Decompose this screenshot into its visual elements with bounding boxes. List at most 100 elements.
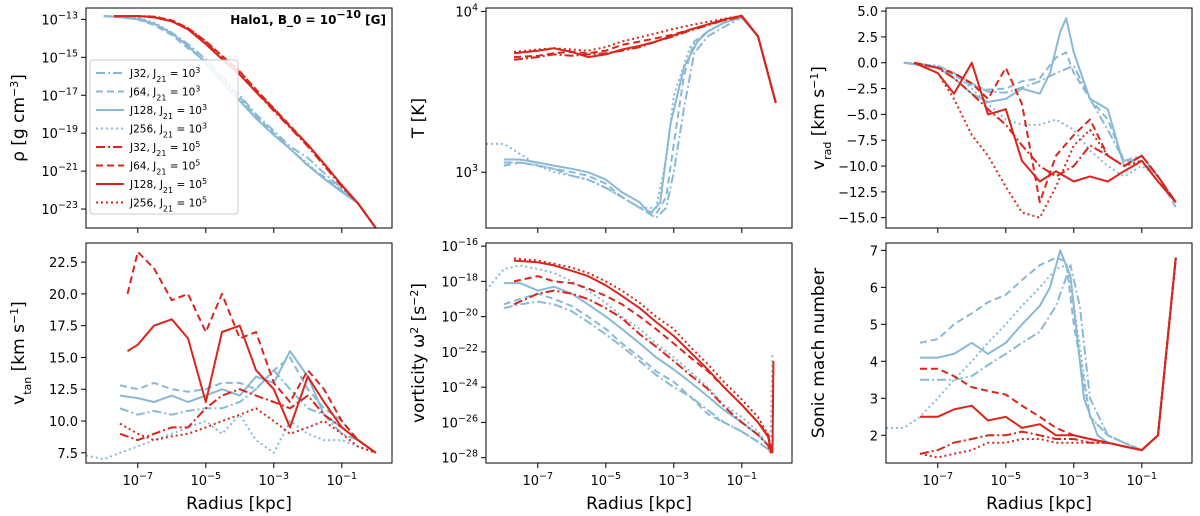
legend-entry: J256, J21 = 103	[129, 121, 207, 139]
series-line-2	[903, 17, 1177, 203]
y-tick-label: 3	[870, 392, 878, 407]
x-tick-label: 10−5	[990, 471, 1021, 489]
series-line-7	[513, 257, 774, 450]
series-line-6	[114, 15, 377, 228]
y-tick-label: 10−17	[41, 86, 78, 104]
panel-mach: 10−7 10−5 10−3 10−1 7 6 5 4 3 2 Sonic mach number R…	[809, 242, 1193, 514]
y-tick-label: 0.0	[857, 57, 878, 72]
series-group	[886, 249, 1177, 459]
series-line-7	[919, 257, 1177, 459]
y-tick-label: 22.5	[49, 256, 78, 271]
x-tick-label: 10−5	[190, 471, 221, 489]
y-tick-label: 2.5	[857, 31, 878, 46]
series-line-3	[886, 257, 1177, 452]
axes-frame	[85, 7, 393, 229]
series-line-1	[503, 292, 774, 454]
y-tick-label: 10−16	[441, 237, 478, 255]
y-axis-label: vtan [km s−1]	[8, 301, 34, 405]
y-tick-label: 4	[870, 355, 878, 370]
series-line-3	[103, 15, 377, 228]
y-tick-label: 10−19	[41, 124, 78, 142]
series-line-0	[503, 300, 774, 454]
series-line-5	[920, 257, 1177, 452]
series-line-3	[486, 264, 774, 447]
y-tick-label: −2.5	[846, 83, 878, 98]
y-tick-label: −5.0	[846, 108, 878, 123]
series-line-0	[920, 257, 1177, 452]
y-tick-label: 10−15	[41, 48, 78, 66]
y-tick-label: −10.0	[838, 160, 878, 175]
series-group	[486, 14, 777, 219]
y-tick-label: 10.0	[49, 415, 78, 430]
series-line-2	[920, 249, 1177, 452]
series-line-0	[503, 16, 777, 219]
legend-entry: J64, J21 = 103	[129, 84, 200, 102]
y-axis-label: Sonic mach number	[809, 268, 829, 438]
x-tick-label: 10−7	[122, 471, 153, 489]
series-line-7	[913, 61, 1177, 219]
series-line-5	[513, 15, 777, 104]
series-line-0	[119, 369, 377, 454]
legend-entry: J128, J21 = 103	[129, 103, 207, 121]
x-tick-label: 10−3	[258, 471, 289, 489]
y-tick-label: 20.0	[49, 288, 78, 303]
series-line-6	[126, 318, 377, 454]
panel-title: Halo1, B_0 = 10−10 [G]	[230, 8, 386, 29]
y-tick-label: 15.0	[49, 351, 78, 366]
series-line-4	[913, 61, 1177, 203]
series-line-7	[119, 407, 377, 454]
series-line-1	[919, 256, 1177, 452]
series-line-3	[486, 16, 777, 209]
series-group	[903, 17, 1177, 219]
series-line-6	[913, 61, 1177, 203]
series-group	[86, 250, 377, 461]
legend-entry: J256, J21 = 105	[129, 195, 207, 213]
legend-entry: J128, J21 = 105	[129, 177, 207, 195]
series-line-2	[119, 350, 377, 454]
y-axis-label: T [K]	[409, 98, 429, 139]
series-line-7	[513, 14, 777, 104]
series-line-2	[103, 15, 377, 228]
y-tick-label: 103	[455, 163, 478, 181]
x-tick-label: 10−7	[522, 471, 553, 489]
x-axis-label: Radius [kpc]	[986, 494, 1092, 514]
y-tick-label: 12.5	[49, 383, 78, 398]
series-line-6	[513, 259, 775, 454]
x-axis-label: Radius [kpc]	[586, 494, 692, 514]
y-tick-label: −15.0	[838, 212, 878, 227]
axes-frame	[885, 7, 1193, 229]
series-line-5	[513, 275, 774, 450]
series-line-6	[513, 14, 777, 104]
axes-frame	[885, 242, 1193, 464]
panel-vrad: 5.0 2.5 0.0 −2.5 −5.0 −7.5 −10.0 −12.5 −15.0 vrad…	[808, 5, 1193, 233]
y-tick-label: −12.5	[838, 186, 878, 201]
x-tick-label: 10−3	[1058, 471, 1089, 489]
y-tick-label: 10−13	[41, 10, 78, 28]
axes-frame	[485, 242, 793, 464]
y-tick-label: 6	[870, 281, 878, 296]
x-tick-label: 10−1	[326, 471, 357, 489]
y-tick-label: 10−22	[441, 343, 478, 361]
x-axis-label: Radius [kpc]	[186, 494, 292, 514]
legend-entry: J32, J21 = 105	[129, 140, 200, 158]
x-tick-label: 10−1	[1126, 471, 1157, 489]
axes-frame	[85, 242, 393, 464]
y-tick-label: 7.5	[57, 447, 78, 462]
panel-vorticity: 10−7 10−5 10−3 10−1 10−16 10−18 10−20 10−22 10−2…	[408, 237, 793, 514]
x-tick-label: 10−5	[590, 471, 621, 489]
panel-temperature: 104 103 T [K]	[409, 2, 793, 233]
y-tick-label: 2	[870, 429, 878, 444]
y-tick-label: 10−21	[41, 162, 78, 180]
legend-entry: J32, J21 = 103	[129, 66, 200, 84]
series-line-2	[503, 16, 777, 215]
series-line-7	[114, 15, 377, 228]
y-tick-label: 10−26	[441, 413, 478, 431]
series-line-1	[903, 51, 1177, 208]
series-line-3	[86, 413, 377, 461]
y-axis-label: vrad [km s−1]	[808, 66, 834, 170]
y-tick-label: −7.5	[846, 134, 878, 149]
y-tick-label: 5	[870, 318, 878, 333]
y-tick-label: 7	[870, 244, 878, 259]
series-line-4	[513, 289, 774, 454]
